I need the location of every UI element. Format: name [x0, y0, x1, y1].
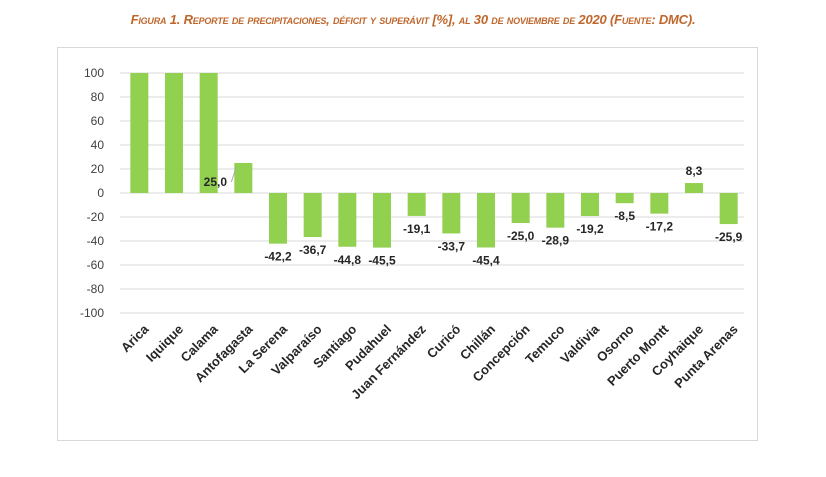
y-axis-ticks: 100 80 60 40 20 0 -20 -40 -60 -80 -100: [80, 66, 104, 320]
bar-curic-: [442, 193, 461, 234]
data-label: -8,5: [614, 209, 635, 223]
y-tick-label: -100: [80, 306, 104, 320]
data-label: -25,0: [507, 229, 535, 243]
gridlines: [120, 72, 744, 314]
bar-antofagasta: [234, 163, 253, 193]
bar-chill-n: [477, 193, 495, 248]
bar-punta-arenas: [719, 193, 738, 225]
data-label: -17,2: [646, 220, 674, 234]
leader-line: [230, 166, 237, 183]
bar-la-serena: [269, 193, 287, 244]
y-tick-label: 20: [91, 162, 105, 176]
bar-calama: [199, 73, 218, 193]
bar-osorno: [615, 193, 634, 204]
figure-title: Figura 1. Reporte de precipitaciones, dé…: [130, 12, 696, 27]
bar-pudahuel: [373, 193, 391, 248]
y-tick-label: -80: [87, 282, 105, 296]
bar-valdivia: [581, 193, 599, 217]
y-tick-label: 0: [97, 186, 104, 200]
x-tick-label: Iquique: [143, 322, 186, 365]
data-label: -28,9: [542, 234, 570, 248]
data-label: 25,0: [204, 175, 228, 189]
data-label: -45,5: [368, 254, 396, 268]
x-tick-label: Curicó: [424, 321, 464, 361]
data-label: -19,2: [576, 222, 604, 236]
y-tick-label: 40: [91, 138, 105, 152]
bar-coyhaique: [685, 183, 703, 193]
bar-iquique: [165, 73, 183, 193]
data-label: -33,7: [438, 239, 466, 253]
bar-arica: [130, 73, 149, 193]
bar-santiago: [338, 193, 357, 247]
bar-concepci-n: [511, 193, 530, 223]
y-tick-label: -60: [87, 258, 105, 272]
data-label: -44,8: [334, 253, 362, 267]
y-tick-label: -40: [87, 234, 105, 248]
y-tick-label: -20: [87, 210, 105, 224]
data-labels: 25,0-42,2 -36,7-44,8 -45,5-19,1-33,7-45,4-…: [204, 164, 743, 268]
y-tick-label: 80: [91, 90, 105, 104]
bars: [130, 73, 738, 248]
bar-puerto-montt: [650, 193, 669, 214]
data-label: -25,9: [715, 230, 743, 244]
y-tick-label: 60: [91, 114, 105, 128]
bar-juan-fern-ndez: [407, 193, 426, 216]
data-label: -19,1: [403, 222, 431, 236]
data-label: 8,3: [686, 164, 703, 178]
data-label: -36,7: [299, 243, 327, 257]
data-label: -42,2: [264, 250, 292, 264]
bar-valpara-so: [303, 193, 322, 238]
y-tick-label: 100: [84, 66, 104, 80]
data-label: -45,4: [472, 253, 500, 267]
x-tick-label: Valdivia: [557, 321, 602, 366]
bar-temuco: [546, 193, 565, 228]
